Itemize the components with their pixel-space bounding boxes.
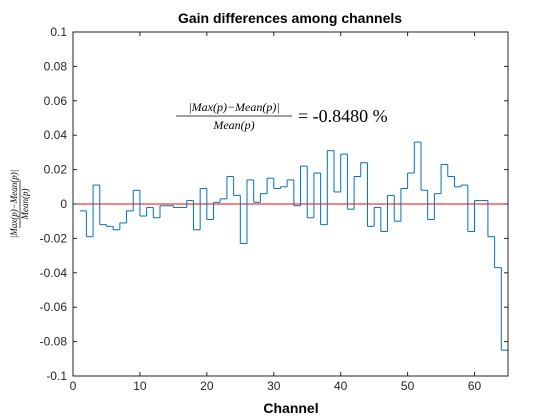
y-tick-label: 0.04: [44, 128, 68, 142]
formula-annotation: |Max(p)−Mean(p)| Mean(p) = -0.8480 %: [176, 100, 388, 132]
y-tick-label: 0.1: [50, 25, 67, 39]
annotation-denominator: Mean(p): [212, 118, 254, 132]
y-tick-label: -0.08: [40, 335, 68, 349]
y-tick-label: 0.08: [44, 59, 68, 73]
chart-title: Gain differences among channels: [178, 10, 402, 26]
y-axis-label-denominator: Mean(p): [20, 189, 30, 221]
y-axis-label: |Max(p)−Mean(p)| Mean(p): [9, 170, 30, 239]
data-layer: [73, 141, 508, 351]
x-axis-label: Channel: [263, 400, 318, 416]
y-tick-label: -0.02: [40, 231, 68, 245]
y-tick-label: 0.06: [44, 94, 68, 108]
x-tick-label: 40: [334, 379, 348, 393]
x-tick-label: 0: [70, 379, 77, 393]
x-tick-label: 50: [401, 379, 415, 393]
x-tick-label: 20: [200, 379, 214, 393]
y-tick-label: -0.06: [40, 300, 68, 314]
annotation-value: = -0.8480 %: [298, 106, 388, 126]
y-tick-label: 0.02: [44, 163, 68, 177]
annotation-numerator: |Max(p)−Mean(p)|: [188, 100, 279, 114]
x-tick-label: 10: [133, 379, 147, 393]
x-tick-label: 60: [468, 379, 482, 393]
y-axis-label-numerator: |Max(p)−Mean(p)|: [9, 170, 19, 239]
y-tick-label: -0.04: [40, 266, 68, 280]
x-tick-label: 30: [267, 379, 281, 393]
y-tick-label: 0: [60, 197, 67, 211]
y-tick-label: -0.1: [46, 369, 67, 383]
ticks-layer: 0 10 20 30 40 50 60 -0.1 -0.08 -0.06 -0.04 -0.02 0 0.…: [40, 25, 508, 393]
